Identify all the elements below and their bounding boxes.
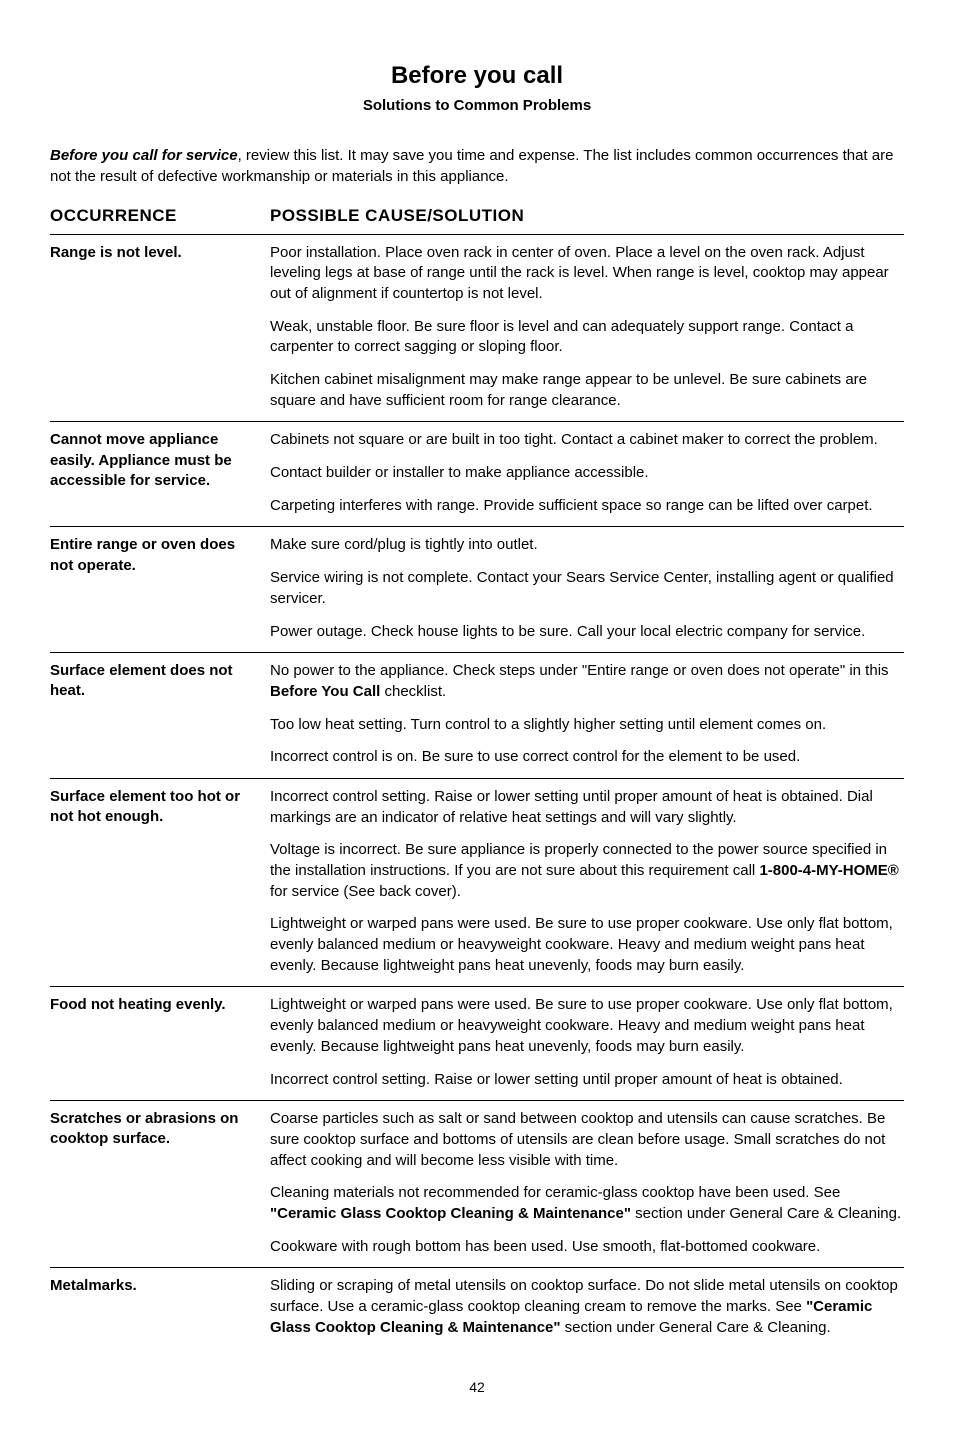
solution-text: Lightweight or warped pans were used. Be… — [270, 995, 904, 1057]
occurrence-header: OCCURRENCE — [50, 205, 270, 228]
solutions-cell: Make sure cord/plug is tightly into outl… — [270, 535, 904, 648]
solution-text: Cookware with rough bottom has been used… — [270, 1237, 904, 1258]
table-row: Range is not level.Poor installation. Pl… — [50, 234, 904, 422]
table-row: Surface element too hot or not hot enoug… — [50, 778, 904, 987]
occurrence-cell: Surface element does not heat. — [50, 661, 270, 774]
column-headers: OCCURRENCE POSSIBLE CAUSE/SOLUTION — [50, 205, 904, 228]
solution-text: Lightweight or warped pans were used. Be… — [270, 914, 904, 976]
occurrence-cell: Surface element too hot or not hot enoug… — [50, 787, 270, 983]
solution-text: Weak, unstable floor. Be sure floor is l… — [270, 317, 904, 358]
solution-text: No power to the appliance. Check steps u… — [270, 661, 904, 702]
solutions-cell: Cabinets not square or are built in too … — [270, 430, 904, 522]
solution-text: Carpeting interferes with range. Provide… — [270, 496, 904, 517]
page-number: 42 — [50, 1378, 904, 1397]
solutions-cell: Lightweight or warped pans were used. Be… — [270, 995, 904, 1096]
occurrence-cell: Food not heating evenly. — [50, 995, 270, 1096]
solutions-cell: Incorrect control setting. Raise or lowe… — [270, 787, 904, 983]
solution-text: Contact builder or installer to make app… — [270, 463, 904, 484]
occurrence-cell: Scratches or abrasions on cooktop surfac… — [50, 1109, 270, 1263]
solution-text: Power outage. Check house lights to be s… — [270, 622, 904, 643]
solution-text: Kitchen cabinet misalignment may make ra… — [270, 370, 904, 411]
solution-text: Poor installation. Place oven rack in ce… — [270, 243, 904, 305]
solution-text: Too low heat setting. Turn control to a … — [270, 715, 904, 736]
solution-text: Incorrect control is on. Be sure to use … — [270, 747, 904, 768]
table-row: Scratches or abrasions on cooktop surfac… — [50, 1100, 904, 1267]
page-title: Before you call — [50, 60, 904, 92]
intro-lead: Before you call for service — [50, 147, 238, 164]
solution-text: Incorrect control setting. Raise or lowe… — [270, 787, 904, 828]
solutions-cell: Sliding or scraping of metal utensils on… — [270, 1276, 904, 1344]
table-row: Cannot move appliance easily. Appliance … — [50, 421, 904, 526]
solutions-cell: No power to the appliance. Check steps u… — [270, 661, 904, 774]
solution-text: Service wiring is not complete. Contact … — [270, 568, 904, 609]
table-row: Metalmarks.Sliding or scraping of metal … — [50, 1267, 904, 1348]
occurrence-cell: Cannot move appliance easily. Appliance … — [50, 430, 270, 522]
occurrence-cell: Range is not level. — [50, 243, 270, 418]
occurrence-cell: Metalmarks. — [50, 1276, 270, 1344]
solution-header: POSSIBLE CAUSE/SOLUTION — [270, 205, 904, 228]
solution-text: Cleaning materials not recommended for c… — [270, 1183, 904, 1224]
occurrence-cell: Entire range or oven does not operate. — [50, 535, 270, 648]
table-row: Surface element does not heat.No power t… — [50, 652, 904, 778]
solution-text: Incorrect control setting. Raise or lowe… — [270, 1070, 904, 1091]
solution-text: Cabinets not square or are built in too … — [270, 430, 904, 451]
solution-text: Voltage is incorrect. Be sure appliance … — [270, 840, 904, 902]
table-row: Food not heating evenly.Lightweight or w… — [50, 986, 904, 1100]
table-row: Entire range or oven does not operate.Ma… — [50, 526, 904, 652]
solutions-cell: Poor installation. Place oven rack in ce… — [270, 243, 904, 418]
troubleshooting-table: Range is not level.Poor installation. Pl… — [50, 234, 904, 1349]
solutions-cell: Coarse particles such as salt or sand be… — [270, 1109, 904, 1263]
page-subtitle: Solutions to Common Problems — [50, 96, 904, 116]
solution-text: Make sure cord/plug is tightly into outl… — [270, 535, 904, 556]
solution-text: Coarse particles such as salt or sand be… — [270, 1109, 904, 1171]
solution-text: Sliding or scraping of metal utensils on… — [270, 1276, 904, 1338]
intro-paragraph: Before you call for service, review this… — [50, 145, 904, 187]
